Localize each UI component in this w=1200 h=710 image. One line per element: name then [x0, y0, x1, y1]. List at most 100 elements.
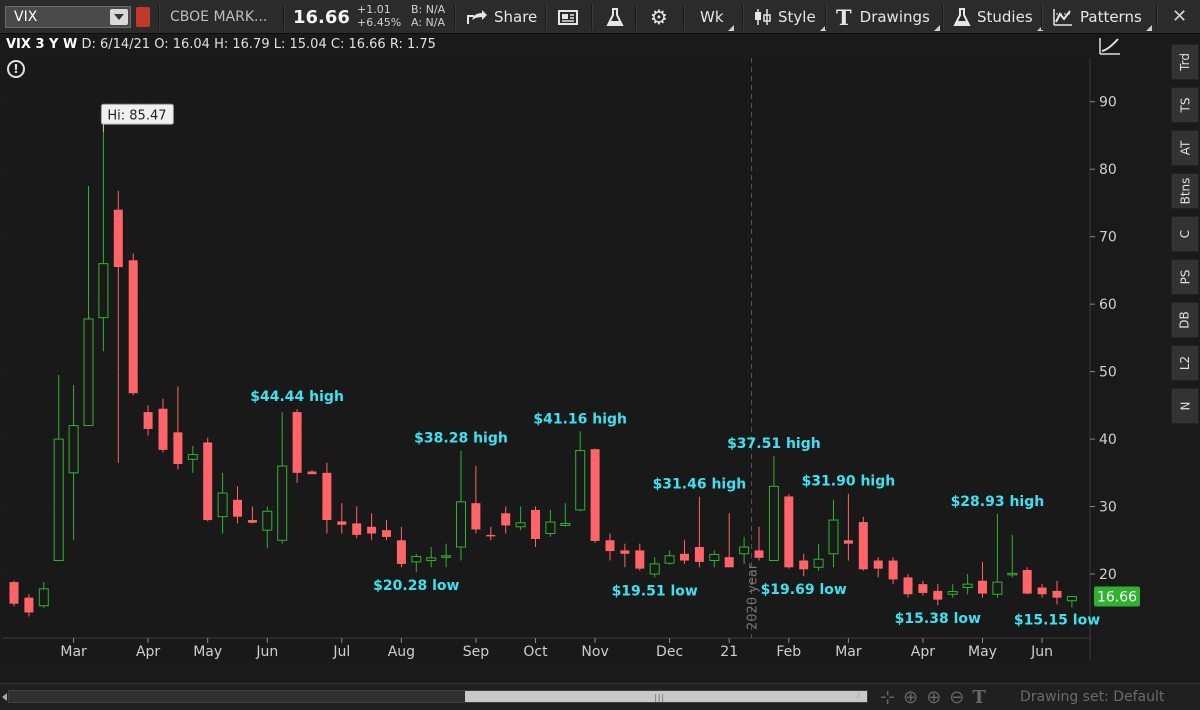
candle-body[interactable] — [709, 553, 720, 562]
candle-body[interactable] — [978, 580, 987, 594]
lab-button[interactable] — [606, 0, 624, 34]
candle-body[interactable] — [426, 557, 437, 562]
side-tab-db[interactable]: DB — [1171, 302, 1199, 338]
candle-body[interactable] — [411, 555, 422, 563]
candle-body[interactable] — [1066, 596, 1077, 602]
candle-body[interactable] — [113, 209, 123, 268]
symbol-dropdown-icon[interactable] — [110, 9, 128, 25]
chart-plot-area[interactable]: 20 30 40 50 60 70 80 90 Mar Apr May Jun Jul Aug Sep Oct… — [2, 58, 1140, 660]
candle-body[interactable] — [605, 540, 615, 552]
settings-button[interactable]: ⚙ — [650, 0, 668, 34]
candle-body[interactable] — [531, 509, 540, 539]
candle-body[interactable] — [799, 560, 809, 570]
candle-body[interactable] — [98, 263, 109, 319]
candle-body[interactable] — [754, 550, 764, 558]
candle-body[interactable] — [784, 496, 794, 568]
symbol-input[interactable]: VIX — [5, 6, 131, 28]
candle-body[interactable] — [128, 260, 138, 394]
chart-title[interactable]: VIX 3 Y W — [6, 37, 78, 52]
close-icon[interactable]: ✕ — [1172, 6, 1188, 27]
candle-body[interactable] — [322, 472, 332, 521]
candle-body[interactable] — [38, 588, 49, 607]
candle-body[interactable] — [217, 492, 228, 518]
candle-body[interactable] — [486, 534, 496, 537]
candle-body[interactable] — [694, 547, 704, 562]
candle-body[interactable] — [649, 563, 660, 575]
candle-body[interactable] — [680, 553, 689, 561]
side-tab-btns[interactable]: Btns — [1171, 173, 1199, 209]
zoom-icon[interactable]: ⊕ — [926, 687, 950, 708]
candle-body[interactable] — [471, 503, 481, 530]
candle-body[interactable] — [560, 522, 571, 526]
candle-body[interactable] — [456, 501, 466, 548]
candle-body[interactable] — [158, 408, 168, 450]
drawing-set-label[interactable]: Drawing set: Default — [1020, 689, 1165, 705]
candle-body[interactable] — [575, 450, 586, 511]
candle-body[interactable] — [828, 519, 839, 555]
candle-body[interactable] — [367, 526, 377, 534]
candle-body[interactable] — [396, 540, 406, 564]
candle-body[interactable] — [1007, 572, 1018, 576]
patterns-button[interactable]: Patterns — [1052, 0, 1152, 34]
style-button[interactable]: Style — [753, 0, 826, 34]
studies-button[interactable]: Studies — [953, 0, 1043, 34]
candle-body[interactable] — [187, 454, 198, 460]
candle-body[interactable] — [247, 520, 257, 523]
candle-body[interactable] — [545, 521, 556, 535]
candle-body[interactable] — [262, 510, 273, 531]
side-tab-at[interactable]: AT — [1171, 130, 1199, 166]
candle-body[interactable] — [962, 583, 973, 589]
candle-body[interactable] — [68, 425, 79, 474]
candle-body[interactable] — [903, 577, 913, 595]
candle-body[interactable] — [203, 442, 213, 521]
candle-body[interactable] — [1052, 590, 1062, 598]
crosshair-icon[interactable]: ⊹ — [880, 687, 904, 708]
scrollbar-thumb[interactable] — [465, 691, 867, 702]
candle-body[interactable] — [918, 584, 928, 593]
candle-body[interactable] — [992, 581, 1003, 595]
candle-body[interactable] — [768, 485, 779, 562]
candle-body[interactable] — [843, 540, 853, 544]
drawings-button[interactable]: T Drawings — [836, 0, 940, 34]
time-scrollbar[interactable]: ||| — [2, 690, 868, 703]
zoom-out-icon[interactable]: ⊖ — [949, 687, 973, 708]
candle-body[interactable] — [1022, 569, 1032, 594]
side-tab-c[interactable]: C — [1171, 216, 1199, 252]
candle-body[interactable] — [664, 555, 675, 564]
price-chart[interactable]: 20 30 40 50 60 70 80 90 Mar Apr May Jun Jul Aug Sep Oct… — [2, 58, 1162, 660]
candle-body[interactable] — [739, 546, 750, 555]
side-tab-l2[interactable]: L2 — [1171, 345, 1199, 381]
aggregation-button[interactable]: Wk — [700, 0, 734, 34]
side-tab-n[interactable]: N — [1171, 388, 1199, 424]
flag-icon[interactable] — [136, 7, 150, 27]
candle-body[interactable] — [947, 591, 958, 595]
text-tool-icon[interactable]: T — [972, 687, 994, 708]
candle-body[interactable] — [307, 471, 317, 475]
candle-body[interactable] — [873, 560, 883, 569]
candle-body[interactable] — [933, 590, 943, 600]
candle-body[interactable] — [590, 449, 600, 541]
candle-body[interactable] — [501, 513, 511, 526]
candle-body[interactable] — [1037, 587, 1047, 595]
candle-body[interactable] — [515, 522, 526, 528]
candle-body[interactable] — [173, 432, 183, 465]
candle-body[interactable] — [382, 530, 391, 537]
news-button[interactable] — [557, 0, 579, 34]
dropdown-corner-icon[interactable] — [855, 692, 860, 698]
zoom-in-icon[interactable]: ⊕ — [903, 687, 927, 708]
info-icon[interactable]: ! — [7, 60, 25, 78]
side-tab-trd[interactable]: Trd — [1171, 44, 1199, 80]
candle-body[interactable] — [635, 550, 645, 569]
side-tab-ps[interactable]: PS — [1171, 259, 1199, 295]
candle-body[interactable] — [83, 318, 94, 427]
candle-body[interactable] — [24, 597, 34, 613]
candle-body[interactable] — [858, 522, 868, 570]
candle-body[interactable] — [53, 438, 64, 562]
candle-body[interactable] — [337, 521, 347, 525]
candle-body[interactable] — [620, 550, 630, 554]
candle-body[interactable] — [292, 412, 302, 473]
candle-body[interactable] — [143, 412, 153, 429]
candle-body[interactable] — [813, 558, 824, 568]
candle-body[interactable] — [724, 557, 734, 568]
candle-body[interactable] — [888, 560, 898, 580]
